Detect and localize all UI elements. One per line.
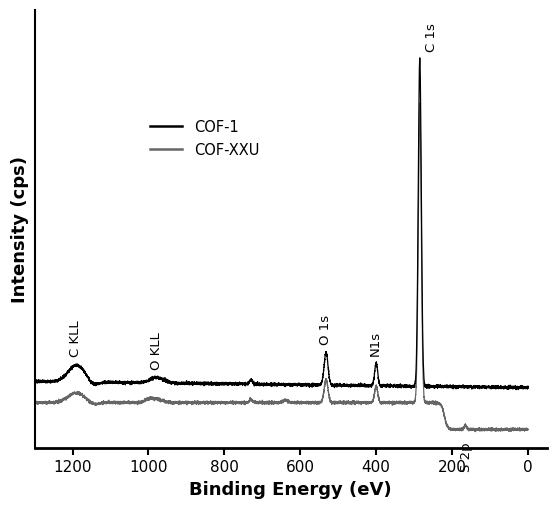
Text: S 2p: S 2p (460, 441, 473, 471)
X-axis label: Binding Energy (eV): Binding Energy (eV) (190, 480, 392, 498)
Text: O KLL: O KLL (150, 332, 162, 370)
Text: C 1s: C 1s (425, 23, 437, 52)
Text: C KLL: C KLL (69, 320, 82, 357)
Text: O 1s: O 1s (319, 314, 332, 344)
Text: N1s: N1s (369, 330, 382, 355)
Legend: COF-1, COF-XXU: COF-1, COF-XXU (145, 115, 265, 163)
Y-axis label: Intensity (cps): Intensity (cps) (11, 156, 29, 303)
